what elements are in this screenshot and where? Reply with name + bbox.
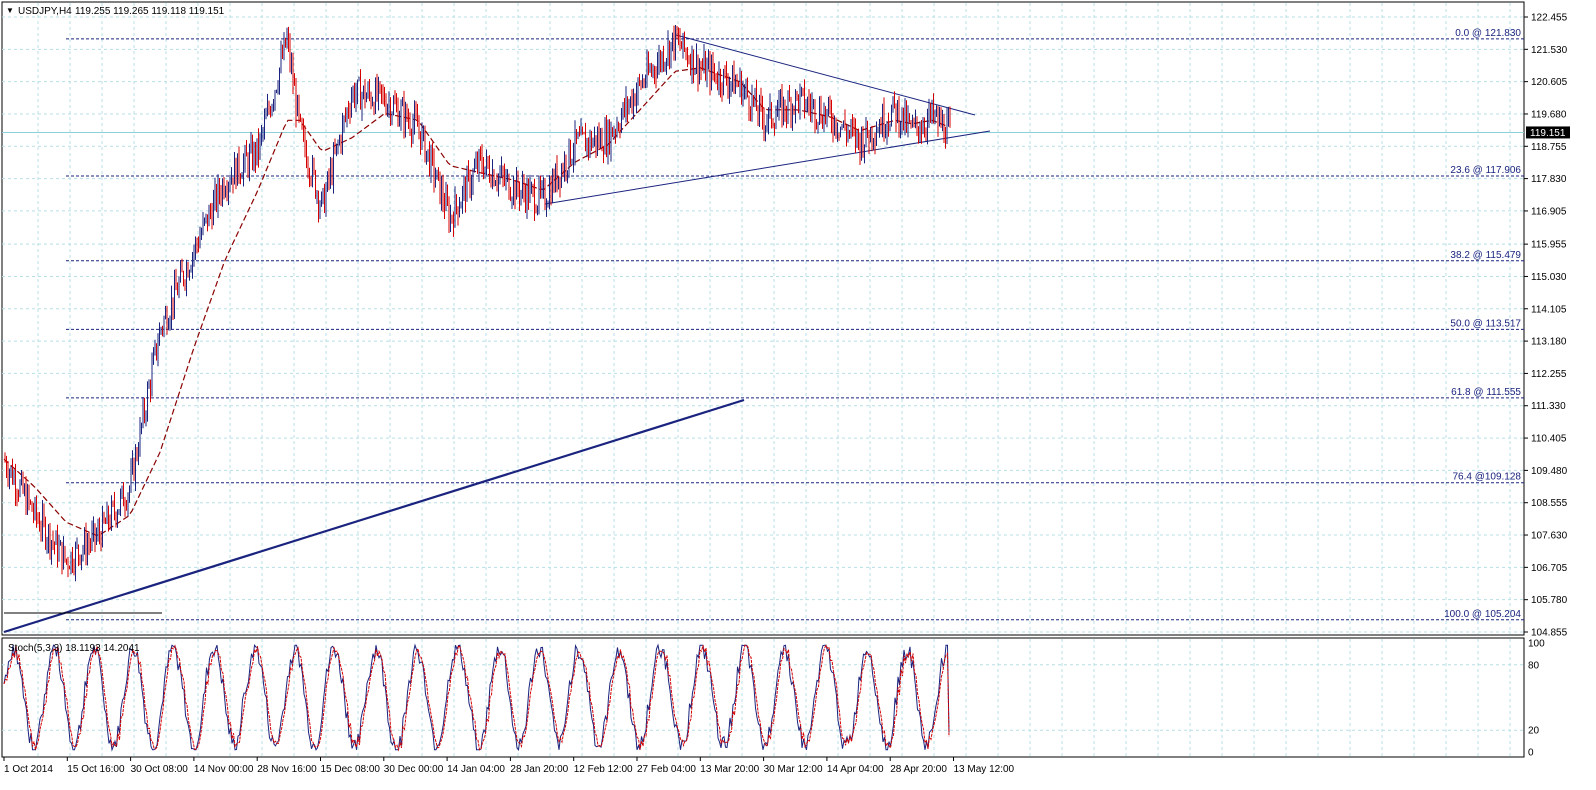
time-tick-label: 14 Jan 04:00: [447, 764, 505, 775]
stochastic-level-label: 0: [1528, 748, 1534, 759]
price-tick-label: 104.855: [1531, 628, 1568, 639]
price-tick-label: 105.780: [1531, 595, 1568, 606]
time-tick-label: 14 Nov 00:00: [194, 764, 254, 775]
time-tick-label: 13 May 12:00: [954, 764, 1015, 775]
moving-average-path: [3, 67, 949, 536]
price-tick-label: 113.180: [1531, 337, 1567, 348]
fibonacci-level-label: 61.8 @ 111.555: [1451, 387, 1521, 398]
stochastic-level-label: 100: [1528, 639, 1545, 650]
time-tick-label: 15 Oct 16:00: [67, 764, 125, 775]
time-tick-label: 30 Dec 00:00: [384, 764, 444, 775]
moving-average-line: [3, 67, 949, 536]
price-tick-label: 118.755: [1531, 142, 1567, 153]
time-tick-label: 28 Jan 20:00: [510, 764, 568, 775]
price-tick-label: 122.455: [1531, 13, 1568, 24]
trendlines: [3, 34, 991, 634]
time-tick-label: 12 Feb 12:00: [574, 764, 633, 775]
stochastic-axis: 100 80 20 0: [1528, 639, 1545, 759]
price-tick-label: 120.605: [1531, 77, 1568, 88]
time-tick-label: 15 Dec 08:00: [321, 764, 381, 775]
fibonacci-levels: 0.0 @ 121.830 23.6 @ 117.906 38.2 @ 115.47…: [66, 28, 1524, 621]
price-axis: 122.455 121.530 120.605 119.680 118.755 117.8…: [1524, 13, 1568, 639]
time-axis: 1 Oct 2014 15 Oct 16:00 30 Oct 08:00 14 Nov…: [3, 757, 1015, 775]
price-tick-label: 108.555: [1531, 498, 1568, 509]
fibonacci-level-label: 0.0 @ 121.830: [1455, 28, 1521, 39]
price-tick-label: 107.630: [1531, 531, 1568, 542]
price-tick-label: 106.705: [1531, 563, 1568, 574]
stochastic-level-label: 80: [1528, 660, 1540, 671]
current-price-value: 119.151: [1530, 128, 1566, 139]
time-tick-label: 14 Apr 04:00: [827, 764, 884, 775]
triangle-lower-trendline: [544, 130, 991, 205]
time-tick-label: 30 Oct 08:00: [131, 764, 189, 775]
triangle-upper-trendline: [675, 34, 976, 116]
price-tick-label: 112.255: [1531, 369, 1567, 380]
time-tick-label: 28 Apr 20:00: [890, 764, 947, 775]
price-tick-label: 117.830: [1531, 174, 1567, 185]
time-tick-label: 13 Mar 20:00: [700, 764, 759, 775]
time-tick-label: 30 Mar 12:00: [764, 764, 823, 775]
fibonacci-level-label: 76.4 @109.128: [1452, 472, 1521, 483]
fibonacci-level-label: 50.0 @ 113.517: [1450, 318, 1521, 329]
price-tick-label: 110.405: [1531, 434, 1567, 445]
stochastic-label: Stoch(5,3,3) 18.1193 14.2041: [8, 643, 140, 654]
long-term-support-trendline: [3, 398, 745, 634]
time-tick-label: 28 Nov 16:00: [257, 764, 317, 775]
price-tick-label: 115.955: [1531, 240, 1567, 251]
price-candles: [4, 24, 951, 582]
time-tick-label: 27 Feb 04:00: [637, 764, 696, 775]
stochastic-signal-line: [3, 644, 950, 752]
price-grid: [2, 3, 1524, 634]
stochastic-main-line: [3, 643, 950, 752]
time-tick-label: 1 Oct 2014: [4, 764, 53, 775]
fibonacci-level-label: 38.2 @ 115.479: [1450, 250, 1521, 261]
symbol-label: USDJPY,H4: [18, 6, 72, 17]
price-tick-label: 111.330: [1531, 401, 1566, 412]
price-tick-label: 121.530: [1531, 45, 1568, 56]
current-price-badge: [1526, 126, 1570, 139]
price-tick-label: 115.030: [1531, 272, 1567, 283]
price-tick-label: 109.480: [1531, 466, 1568, 477]
ohlc-readout: 119.255 119.265 119.118 119.151: [75, 6, 225, 17]
fibonacci-level-label: 23.6 @ 117.906: [1450, 165, 1521, 176]
dropdown-icon[interactable]: ▼: [6, 6, 14, 15]
price-tick-label: 119.680: [1531, 109, 1567, 120]
fibonacci-level-label: 100.0 @ 105.204: [1444, 609, 1521, 620]
price-tick-label: 116.905: [1531, 206, 1567, 217]
price-tick-label: 114.105: [1531, 304, 1567, 315]
stochastic-level-label: 20: [1528, 726, 1540, 737]
stochastic-lines: [3, 643, 950, 752]
